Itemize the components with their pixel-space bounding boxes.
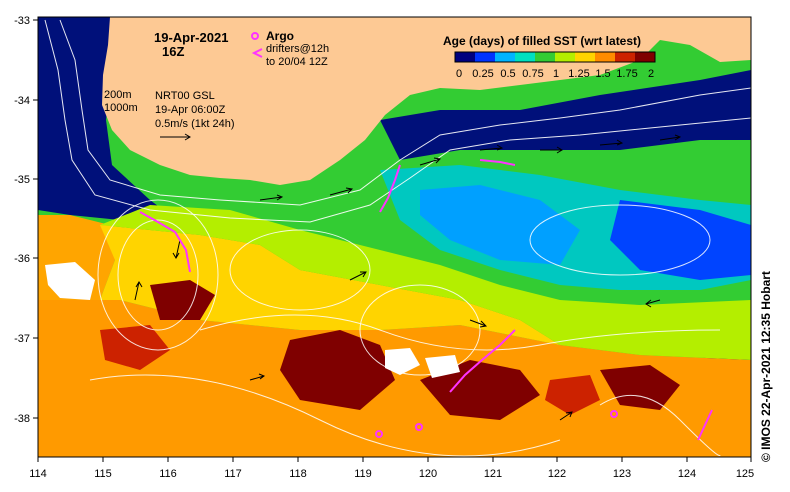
x-tick-label: 121: [484, 468, 502, 480]
colorbar-swatch: [595, 52, 616, 62]
colorbar-swatch: [615, 52, 636, 62]
x-tick-labels: 114 115 116 117 118 119 120 121 122 123 …: [29, 468, 754, 480]
colorbar-swatch: [495, 52, 516, 62]
colorbar-swatch: [455, 52, 476, 62]
y-tick-label: -34: [14, 95, 30, 107]
currents-scale: 0.5m/s (1kt 24h): [155, 118, 234, 130]
y-tick-label: -37: [14, 333, 30, 345]
x-tick-label: 125: [736, 468, 754, 480]
isobath-legend: 200m 1000m: [104, 89, 138, 114]
currents-product: NRT00 GSL: [155, 90, 215, 102]
plot-area: [38, 17, 751, 457]
isobath-1000m-label: 1000m: [104, 102, 138, 114]
x-tick-label: 119: [354, 468, 372, 480]
drifters-legend-label: drifters@12h: [266, 43, 329, 55]
currents-datetime: 19-Apr 06:00Z: [155, 104, 226, 116]
drifter-track: [379, 164, 401, 213]
colorbar-title: Age (days) of filled SST (wrt latest): [443, 34, 641, 48]
colorbar-swatch: [555, 52, 576, 62]
map-date: 19-Apr-2021: [154, 30, 228, 45]
drifter-legend-marker-icon: [251, 48, 263, 58]
imos-credit: © IMOS 22-Apr-2021 12:35 Hobart: [759, 271, 773, 462]
x-tick-label: 117: [224, 468, 242, 480]
y-tick-label: -33: [14, 15, 30, 27]
current-scale-arrow-icon: [160, 133, 191, 141]
isobath-200m-label: 200m: [104, 89, 132, 101]
colorbar-tick-label: 1: [553, 68, 559, 80]
argo-legend-label: Argo: [266, 29, 294, 43]
drifter-track: [697, 409, 713, 441]
colorbar-tick-label: 1.5: [595, 68, 610, 80]
x-tick-label: 123: [613, 468, 631, 480]
x-axis: [37, 457, 752, 462]
colorbar-swatch: [575, 52, 596, 62]
drifter-tracks: [139, 159, 713, 441]
colorbar-swatch: [535, 52, 556, 62]
drifter-track: [479, 159, 516, 166]
argo-legend-marker-icon: [251, 32, 259, 40]
y-axis: [33, 19, 38, 419]
isobath-contours: [44, 19, 751, 223]
colorbar-border: [454, 51, 656, 63]
colorbar-swatches: [454, 51, 656, 63]
colorbar-swatch: [635, 52, 656, 62]
y-tick-labels: -33 -34 -35 -36 -37 -38: [14, 15, 30, 425]
colorbar-tick-label: 0: [456, 68, 462, 80]
current-streamlines: [89, 199, 721, 457]
x-tick-label: 115: [94, 468, 112, 480]
colorbar-tick-label: 1.75: [616, 68, 637, 80]
colorbar-tick-label: 2: [648, 68, 654, 80]
drifter-track: [139, 211, 191, 273]
drifter-legend: Argo drifters@12h to 20/04 12Z: [251, 29, 329, 68]
colorbar-tick-label: 0.25: [472, 68, 493, 80]
drifters-legend-time: to 20/04 12Z: [266, 56, 328, 68]
y-tick-label: -38: [14, 413, 30, 425]
colorbar-tick-label: 1.25: [568, 68, 589, 80]
x-tick-label: 118: [289, 468, 307, 480]
title-block: 19-Apr-2021 16Z: [154, 30, 228, 59]
colorbar-tick-label: 0.5: [500, 68, 515, 80]
currents-info: NRT00 GSL 19-Apr 06:00Z 0.5m/s (1kt 24h): [155, 90, 234, 141]
x-tick-label: 124: [678, 468, 696, 480]
y-tick-label: -36: [14, 253, 30, 265]
map-time: 16Z: [162, 44, 184, 59]
colorbar: Age (days) of filled SST (wrt latest) 0 …: [443, 34, 656, 80]
y-tick-label: -35: [14, 174, 30, 186]
current-vectors: [134, 134, 682, 421]
colorbar-swatch: [475, 52, 496, 62]
x-tick-label: 122: [548, 468, 566, 480]
x-tick-label: 120: [419, 468, 437, 480]
argo-float-marker: [375, 430, 383, 438]
plot-frame: [37, 16, 752, 458]
x-tick-label: 116: [159, 468, 177, 480]
colorbar-tick-label: 0.75: [522, 68, 543, 80]
drifter-track: [449, 329, 516, 393]
x-tick-label: 114: [29, 468, 47, 480]
argo-float-marker: [610, 410, 618, 418]
colorbar-ticks: 0 0.25 0.5 0.75 1 1.25 1.5 1.75 2: [456, 68, 654, 80]
colorbar-swatch: [515, 52, 536, 62]
argo-float-marker: [415, 423, 423, 431]
